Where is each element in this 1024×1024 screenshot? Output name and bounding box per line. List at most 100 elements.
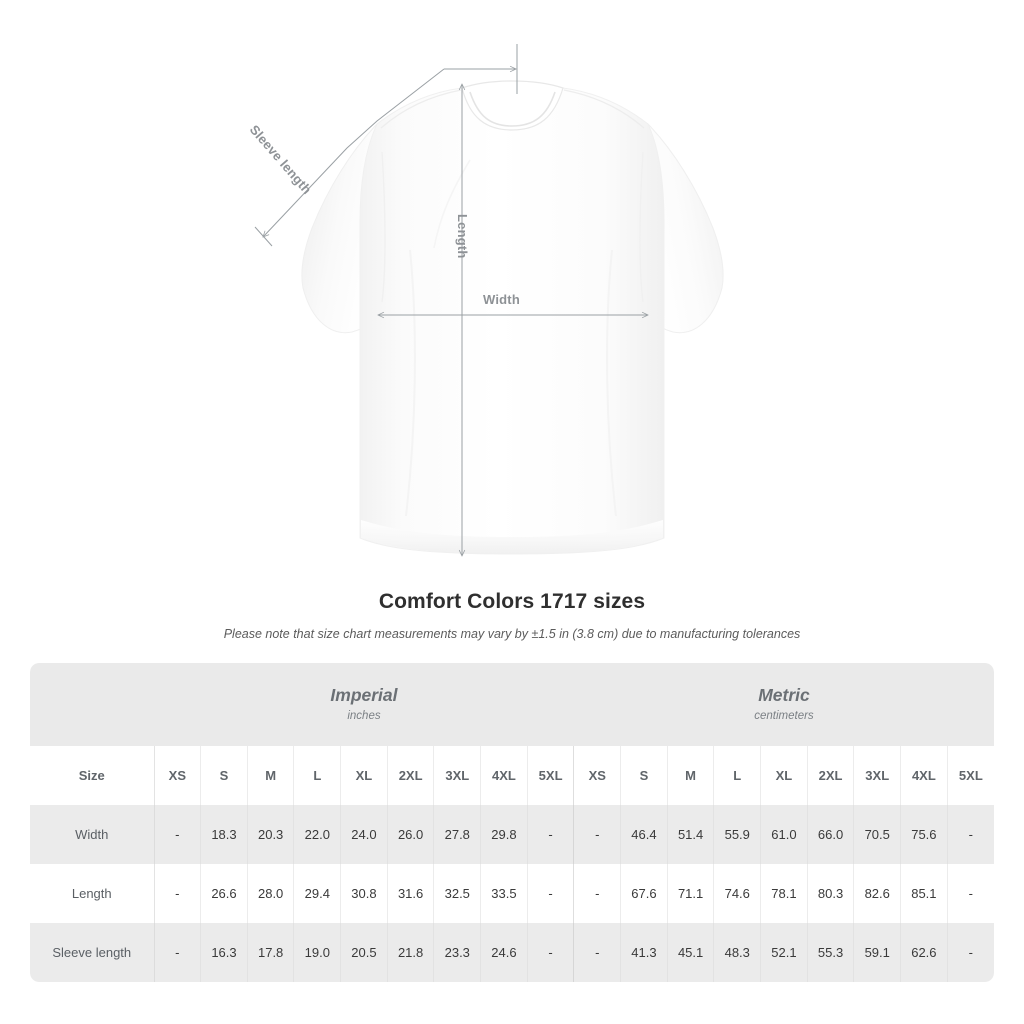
sleeve-end-tick (254, 226, 273, 247)
size-header-cell-imperial-xl: XL (340, 746, 388, 805)
size-header-cell-imperial-4xl: 4XL (480, 746, 528, 805)
size-header-cell-metric-xs: XS (573, 746, 622, 805)
size-header-row: Size XS S M L XL 2XL 3XL 4XL 5XL XS S M L XL 2XL 3XL 4XL 5… (30, 746, 994, 805)
size-header-cell-imperial-5xl: 5XL (527, 746, 575, 805)
table-row: Sleeve length -16.3 17.8 19.0 20.5 21.8 23.3 24… (30, 923, 994, 982)
page-title: Comfort Colors 1717 sizes (378, 590, 646, 613)
cell-sleeve-length-metric-3xl: 59.1 (853, 923, 902, 982)
cell-sleeve-length-metric-xl: 52.1 (760, 923, 808, 982)
cell-width-metric-s: 46.4 (620, 805, 668, 864)
dimension-lines (254, 44, 648, 556)
unit-name: Imperial (330, 685, 398, 706)
cell-width-metric-4xl: 75.6 (900, 805, 948, 864)
table-row: Length -26.6 28.0 29.4 30.8 31.6 32.5 33.5- -67.… (30, 864, 994, 923)
cell-width-imperial-l: 22.0 (293, 805, 342, 864)
cell-length-imperial-3xl: 32.5 (433, 864, 482, 923)
size-header-cell-metric-5xl: 5XL (947, 746, 994, 805)
tshirt-shape (301, 80, 724, 555)
cell-length-metric-s: 67.6 (620, 864, 668, 923)
cell-length-metric-xs: - (573, 864, 622, 923)
cell-length-metric-m: 71.1 (667, 864, 715, 923)
size-header-cell-metric-4xl: 4XL (900, 746, 948, 805)
size-header-cell-metric-2xl: 2XL (807, 746, 855, 805)
size-header-cell-imperial-l: L (293, 746, 342, 805)
cell-length-imperial-5xl: - (527, 864, 575, 923)
size-header-cell-metric-3xl: 3XL (853, 746, 902, 805)
tshirt-diagram-svg (254, 44, 724, 590)
cell-sleeve-length-imperial-2xl: 21.8 (387, 923, 435, 982)
table-row: Width -18.3 20.3 22.0 24.0 26.0 27.8 29.8- -46.4… (30, 805, 994, 864)
cell-sleeve-length-imperial-l: 19.0 (293, 923, 342, 982)
size-header-cell-imperial-2xl: 2XL (387, 746, 435, 805)
cell-sleeve-length-metric-m: 45.1 (667, 923, 715, 982)
cell-width-metric-m: 51.4 (667, 805, 715, 864)
row-label-width: Width (30, 805, 155, 864)
size-chart-container: Imperial inches Metric centimeters Size XS S M L… (30, 663, 994, 982)
cell-sleeve-length-metric-l: 48.3 (713, 923, 762, 982)
cell-length-metric-2xl: 80.3 (807, 864, 855, 923)
size-header-cell-imperial-xs: XS (154, 746, 202, 805)
unit-block-imperial: Imperial inches (154, 663, 574, 746)
size-chart-table: Imperial inches Metric centimeters Size XS S M L… (30, 663, 994, 982)
cell-width-imperial-s: 18.3 (200, 805, 248, 864)
size-header-cell-imperial-s: S (200, 746, 248, 805)
size-header-cell-metric-m: M (667, 746, 715, 805)
cell-sleeve-length-metric-4xl: 62.6 (900, 923, 948, 982)
size-header-cell-imperial-3xl: 3XL (433, 746, 482, 805)
tshirt-illustration: Width Length Sleeve length (247, 44, 724, 590)
cell-sleeve-length-metric-s: 41.3 (620, 923, 668, 982)
cell-length-imperial-l: 29.4 (293, 864, 342, 923)
tolerance-note: Please note that size chart measurements… (223, 627, 801, 641)
cell-length-metric-xl: 78.1 (760, 864, 808, 923)
size-header-cell-metric-s: S (620, 746, 668, 805)
unit-block-metric: Metric centimeters (573, 663, 994, 746)
cell-length-metric-l: 74.6 (713, 864, 762, 923)
cell-sleeve-length-imperial-m: 17.8 (247, 923, 295, 982)
cell-width-imperial-m: 20.3 (247, 805, 295, 864)
cell-length-imperial-m: 28.0 (247, 864, 295, 923)
cell-sleeve-length-metric-5xl: - (947, 923, 994, 982)
cell-width-metric-2xl: 66.0 (807, 805, 855, 864)
cell-sleeve-length-imperial-xs: - (154, 923, 202, 982)
size-header-cell-imperial-m: M (247, 746, 295, 805)
row-label-length: Length (30, 864, 155, 923)
cell-sleeve-length-imperial-3xl: 23.3 (433, 923, 482, 982)
cell-length-metric-5xl: - (947, 864, 994, 923)
cell-length-imperial-2xl: 31.6 (387, 864, 435, 923)
title-block: Comfort Colors 1717 sizes Please note th… (0, 590, 1024, 641)
cell-length-metric-3xl: 82.6 (853, 864, 902, 923)
cell-sleeve-length-metric-2xl: 55.3 (807, 923, 855, 982)
row-label-sleeve-length: Sleeve length (30, 923, 155, 982)
cell-width-imperial-3xl: 27.8 (433, 805, 482, 864)
cell-width-metric-3xl: 70.5 (853, 805, 902, 864)
cell-sleeve-length-imperial-s: 16.3 (200, 923, 248, 982)
cell-width-metric-l: 55.9 (713, 805, 762, 864)
cell-width-metric-xs: - (573, 805, 622, 864)
unit-sublabel: inches (347, 710, 381, 723)
cell-width-imperial-4xl: 29.8 (480, 805, 528, 864)
unit-banner-row: Imperial inches Metric centimeters (30, 663, 994, 746)
cell-length-imperial-4xl: 33.5 (480, 864, 528, 923)
cell-length-imperial-xl: 30.8 (340, 864, 388, 923)
cell-sleeve-length-imperial-xl: 20.5 (340, 923, 388, 982)
cell-length-imperial-xs: - (154, 864, 202, 923)
cell-length-metric-4xl: 85.1 (900, 864, 948, 923)
cell-length-imperial-s: 26.6 (200, 864, 248, 923)
cell-width-metric-xl: 61.0 (760, 805, 808, 864)
cell-sleeve-length-imperial-5xl: - (527, 923, 575, 982)
cell-width-imperial-xl: 24.0 (340, 805, 388, 864)
cell-width-imperial-xs: - (154, 805, 202, 864)
unit-name: Metric (758, 685, 810, 706)
cell-width-metric-5xl: - (947, 805, 994, 864)
sleeve-length-arrow (263, 68, 445, 237)
size-header-cell-metric-xl: XL (760, 746, 808, 805)
cell-width-imperial-5xl: - (527, 805, 575, 864)
unit-sublabel: centimeters (754, 710, 814, 723)
length-label: Length (455, 214, 470, 259)
size-header-label: Size (30, 746, 155, 805)
cell-sleeve-length-imperial-4xl: 24.6 (480, 923, 528, 982)
width-label: Width (483, 292, 520, 307)
size-header-cell-metric-l: L (713, 746, 762, 805)
cell-sleeve-length-metric-xs: - (573, 923, 622, 982)
cell-width-imperial-2xl: 26.0 (387, 805, 435, 864)
